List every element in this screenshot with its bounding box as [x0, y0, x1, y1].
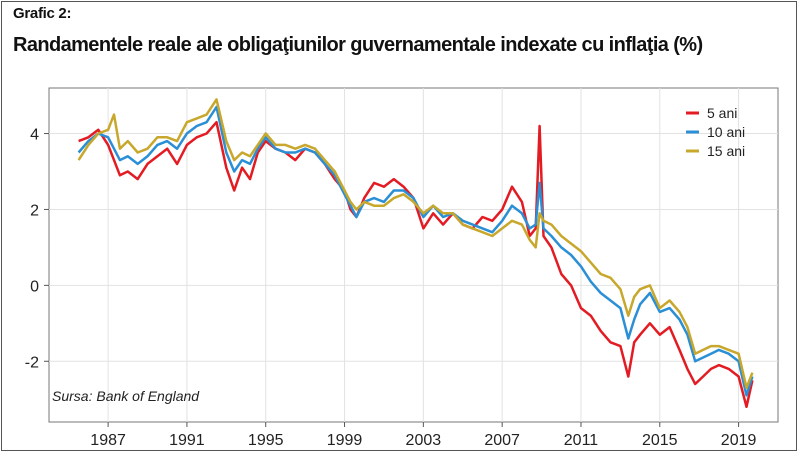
y-tick-label: 4 — [30, 127, 39, 144]
x-tick-label: 2011 — [564, 432, 599, 449]
source-note: Sursa: Bank of England — [52, 388, 200, 404]
axes: 1987 1991 1995 1999 2003 2007 2011 2015 2019 4 2 0 -… — [25, 127, 757, 449]
legend-label: 15 ani — [707, 143, 745, 159]
x-tick-label: 1999 — [327, 432, 363, 449]
x-tick-label: 2003 — [406, 432, 442, 449]
x-tick-label: 1991 — [169, 432, 205, 449]
series-line-15-ani — [77, 98, 754, 390]
figure-label: Grafic 2: — [13, 5, 72, 22]
y-tick-label: 2 — [30, 202, 39, 219]
legend-label: 10 ani — [707, 124, 745, 140]
y-tick-label: -2 — [25, 354, 39, 371]
x-tick-label: 2015 — [642, 432, 678, 449]
y-tick-label: 0 — [30, 278, 39, 295]
x-tick-label: 1987 — [90, 432, 126, 449]
x-tick-label: 2007 — [484, 432, 520, 449]
series-line-5-ani — [78, 120, 754, 409]
legend: 5 ani 10 ani 15 ani — [686, 105, 745, 159]
chart-title: Randamentele reale ale obligaţiunilor gu… — [13, 34, 703, 56]
series-line-10-ani — [77, 105, 754, 397]
x-tick-label: 2019 — [721, 432, 757, 449]
series-layer — [77, 98, 754, 409]
x-tick-label: 1995 — [248, 432, 284, 449]
legend-label: 5 ani — [707, 105, 737, 121]
